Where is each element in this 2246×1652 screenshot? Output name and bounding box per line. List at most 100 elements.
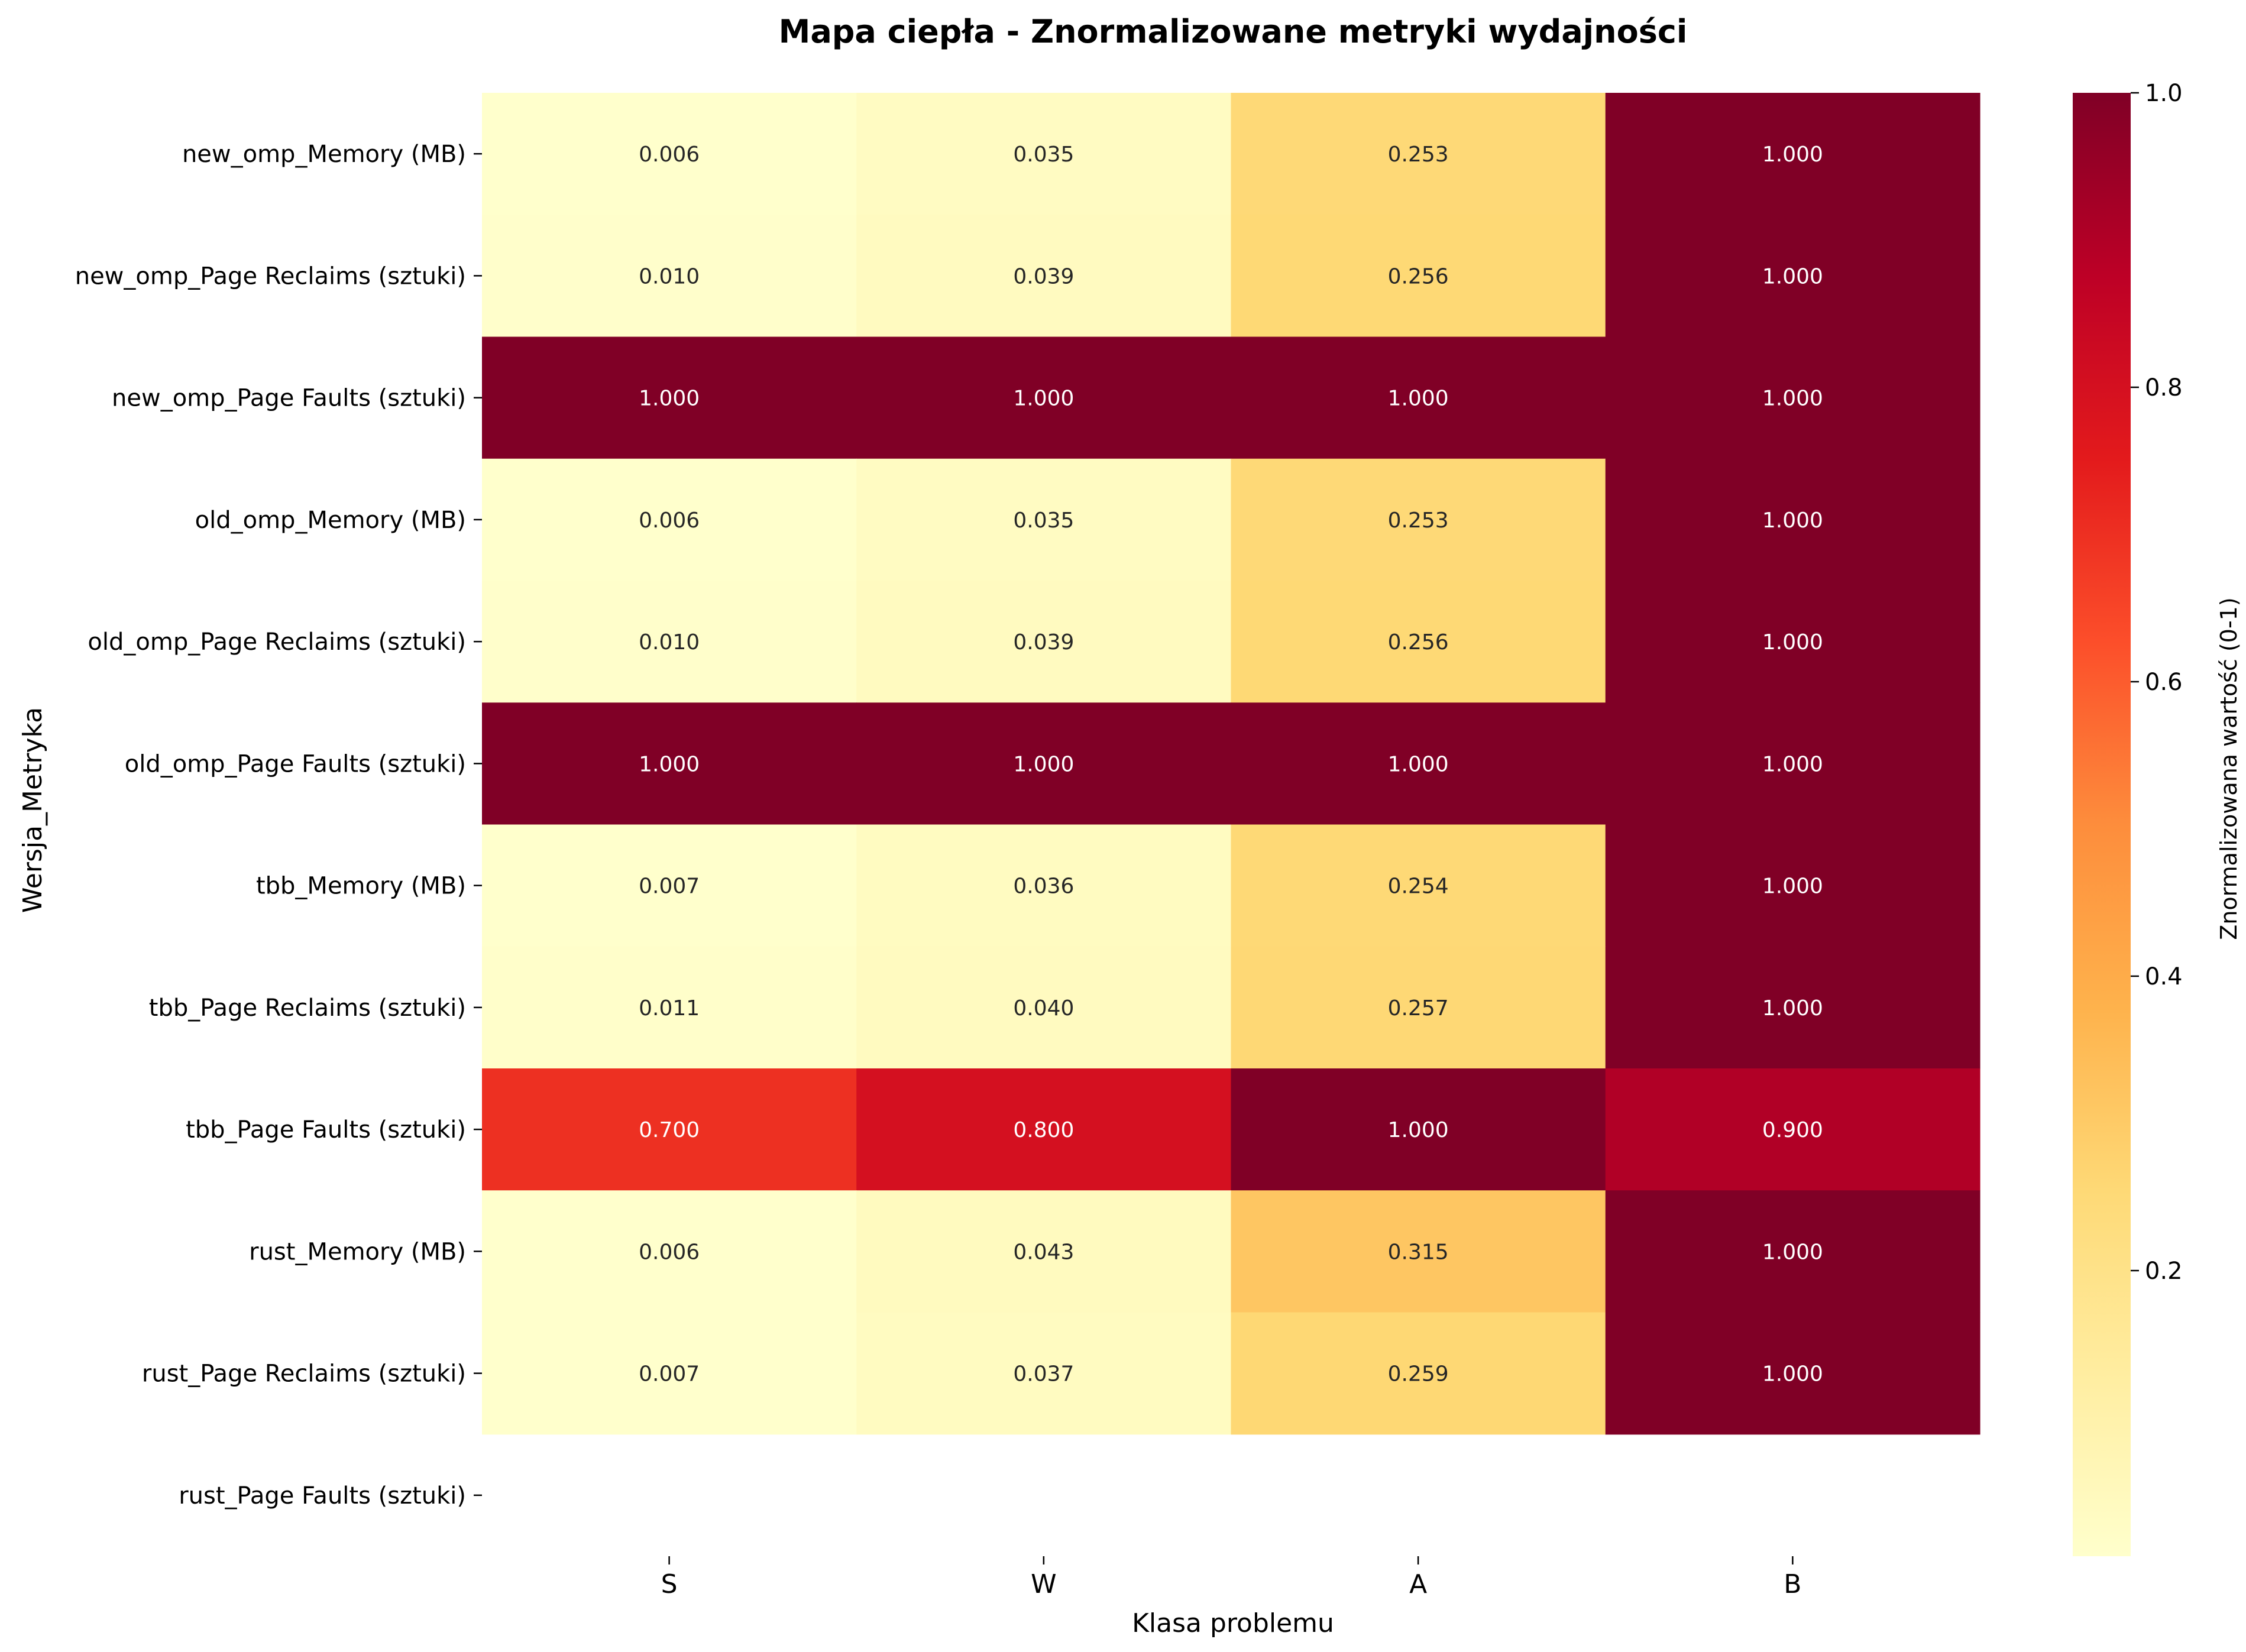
cell-annotation: 1.000 xyxy=(639,387,700,411)
heatmap-cell xyxy=(482,1312,857,1435)
heatmap-cell xyxy=(856,1190,1232,1313)
heatmap-cell xyxy=(856,946,1232,1069)
cell-annotation: 0.257 xyxy=(1388,996,1449,1021)
heatmap-cell xyxy=(482,1190,857,1313)
heatmap-cell xyxy=(856,702,1232,825)
cell-annotation: 0.037 xyxy=(1013,1362,1074,1387)
cell-annotation: 1.000 xyxy=(1762,630,1823,655)
colorbar-label: Znormalizowana wartość (0-1) xyxy=(2216,597,2242,940)
y-tick-label: rust_Page Faults (sztuki) xyxy=(179,1482,466,1510)
heatmap-cell xyxy=(1605,581,1980,703)
y-tick-label: tbb_Memory (MB) xyxy=(256,873,466,900)
heatmap-cell xyxy=(1605,702,1980,825)
y-tick-label: old_omp_Page Reclaims (sztuki) xyxy=(88,629,466,656)
heatmap-cell xyxy=(1231,1068,1606,1191)
heatmap-cell xyxy=(856,93,1232,215)
y-tick-label: rust_Page Reclaims (sztuki) xyxy=(142,1361,466,1388)
heatmap-cell xyxy=(1231,93,1606,215)
heatmap-cell xyxy=(1231,946,1606,1069)
y-tick-label: new_omp_Page Faults (sztuki) xyxy=(112,385,466,412)
heatmap-cell xyxy=(1231,1190,1606,1313)
heatmap-cell xyxy=(856,824,1232,947)
x-tick-label: W xyxy=(1031,1569,1057,1599)
cell-annotation: 1.000 xyxy=(1388,387,1449,411)
heatmap-cell xyxy=(482,702,857,825)
heatmap-cell xyxy=(1231,1312,1606,1435)
cell-annotation: 0.039 xyxy=(1013,630,1074,655)
cell-annotation: 1.000 xyxy=(1762,142,1823,167)
heatmap-cell xyxy=(482,946,857,1069)
cell-annotation: 1.000 xyxy=(639,752,700,776)
heatmap-cell xyxy=(1605,1068,1980,1191)
heatmap-cell xyxy=(1231,458,1606,581)
heatmap-cell xyxy=(482,215,857,338)
cell-annotation: 1.000 xyxy=(1762,1240,1823,1264)
y-tick-label: tbb_Page Reclaims (sztuki) xyxy=(149,995,466,1022)
cell-annotation: 0.011 xyxy=(639,996,700,1021)
heatmap-annotations: 0.006 0.035 0.253 1.000 0.010 0.039 0.256 1.000… xyxy=(639,142,1823,1387)
heatmap-cell xyxy=(1605,1190,1980,1313)
cell-annotation: 0.256 xyxy=(1388,264,1449,289)
x-tick-label: B xyxy=(1784,1569,1801,1599)
colorbar-tick-label: 0.6 xyxy=(2145,669,2183,696)
y-tick-label: new_omp_Memory (MB) xyxy=(182,141,466,168)
cell-annotation: 0.039 xyxy=(1013,264,1074,289)
cell-annotation: 0.254 xyxy=(1388,874,1449,899)
y-tick-label: tbb_Page Faults (sztuki) xyxy=(186,1116,466,1144)
y-tick-label: new_omp_Page Reclaims (sztuki) xyxy=(75,263,466,290)
heatmap-cell xyxy=(482,824,857,947)
cell-annotation: 0.006 xyxy=(639,1240,700,1264)
y-tick-label: rust_Memory (MB) xyxy=(249,1238,466,1265)
cell-annotation: 1.000 xyxy=(1762,508,1823,533)
cell-annotation: 1.000 xyxy=(1388,752,1449,776)
cell-annotation: 1.000 xyxy=(1762,264,1823,289)
cell-annotation: 1.000 xyxy=(1013,387,1074,411)
colorbar xyxy=(2073,93,2131,1556)
heatmap-cell xyxy=(856,215,1232,338)
colorbar-ticks: 0.2 0.4 0.6 0.8 1.0 xyxy=(2131,80,2183,1285)
cell-annotation: 1.000 xyxy=(1013,752,1074,776)
heatmap-cell xyxy=(1231,581,1606,703)
cell-annotation: 0.007 xyxy=(639,1362,700,1387)
y-axis-label: Wersja_Metryka xyxy=(18,707,48,913)
heatmap-cell xyxy=(1231,702,1606,825)
heatmap-cell xyxy=(1231,336,1606,459)
cell-annotation: 0.253 xyxy=(1388,508,1449,533)
cell-annotation: 0.010 xyxy=(639,630,700,655)
cell-annotation: 0.315 xyxy=(1388,1240,1449,1264)
colorbar-gradient xyxy=(2073,93,2131,1556)
cell-annotation: 0.006 xyxy=(639,508,700,533)
cell-annotation: 0.700 xyxy=(639,1118,700,1142)
cell-annotation: 1.000 xyxy=(1762,874,1823,899)
heatmap-cell xyxy=(1605,215,1980,338)
cell-annotation: 0.006 xyxy=(639,142,700,167)
cell-annotation: 1.000 xyxy=(1762,387,1823,411)
heatmap-cell xyxy=(856,336,1232,459)
cell-annotation: 1.000 xyxy=(1388,1118,1449,1142)
cell-annotation: 0.035 xyxy=(1013,142,1074,167)
y-tick-label: old_omp_Memory (MB) xyxy=(195,507,466,534)
heatmap-cell xyxy=(1605,336,1980,459)
heatmap-cell xyxy=(482,581,857,703)
y-axis-ticks: new_omp_Memory (MB) new_omp_Page Reclaims… xyxy=(75,141,482,1510)
colorbar-tick-label: 0.2 xyxy=(2145,1258,2183,1285)
x-tick-label: A xyxy=(1409,1569,1427,1599)
heatmap-cells xyxy=(482,93,1980,1435)
cell-annotation: 0.036 xyxy=(1013,874,1074,899)
heatmap-cell xyxy=(1605,824,1980,947)
cell-annotation: 0.043 xyxy=(1013,1240,1074,1264)
heatmap-cell xyxy=(856,1312,1232,1435)
chart-title: Mapa ciepła - Znormalizowane metryki wyd… xyxy=(779,13,1688,50)
heatmap-cell xyxy=(1605,93,1980,215)
cell-annotation: 0.253 xyxy=(1388,142,1449,167)
heatmap-cell xyxy=(1605,1312,1980,1435)
x-axis-label: Klasa problemu xyxy=(1132,1608,1334,1638)
heatmap-cell xyxy=(482,93,857,215)
colorbar-tick-label: 1.0 xyxy=(2145,80,2183,107)
cell-annotation: 0.800 xyxy=(1013,1118,1074,1142)
cell-annotation: 0.259 xyxy=(1388,1362,1449,1387)
heatmap-cell xyxy=(1605,946,1980,1069)
